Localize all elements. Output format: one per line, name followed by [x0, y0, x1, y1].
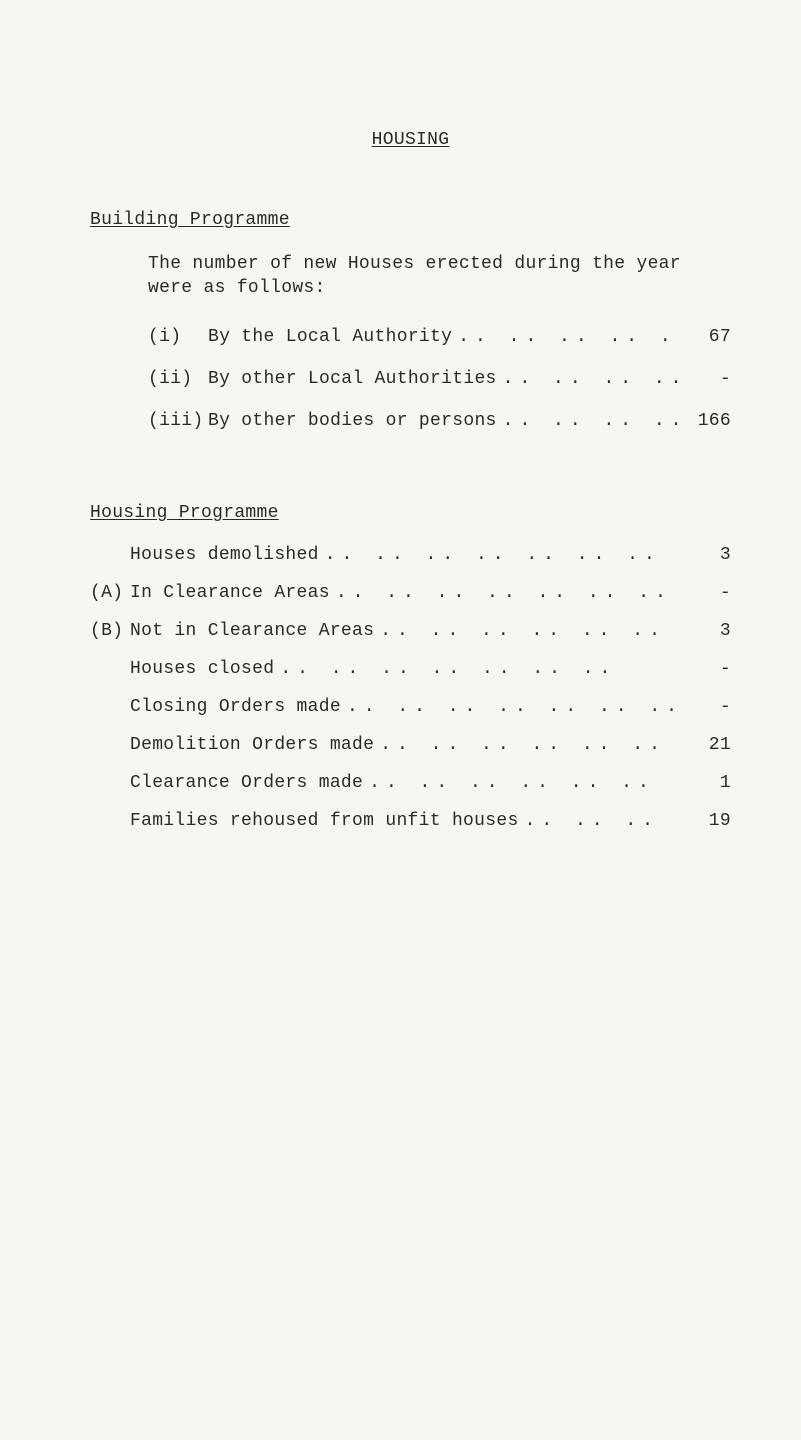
building-heading-wrap: Building Programme — [90, 210, 731, 230]
housing-row: Clearance Orders made .. .. .. .. .. .. … — [90, 773, 731, 793]
housing-row: Demolition Orders made .. .. .. .. .. ..… — [90, 735, 731, 755]
leader-dots: .. .. .. .. — [497, 369, 681, 389]
row-value: - — [681, 697, 731, 717]
leader-dots: .. .. .. .. — [497, 411, 681, 431]
leader-dots: .. .. .. .. .. .. .. — [341, 697, 681, 717]
building-item-row: (ii) By other Local Authorities .. .. ..… — [90, 369, 731, 389]
leader-dots: .. .. .. .. .. .. — [374, 735, 681, 755]
building-heading: Building Programme — [90, 210, 290, 230]
item-label: By other bodies or persons — [208, 411, 497, 431]
roman-numeral: (iii) — [148, 411, 208, 431]
housing-row: Families rehoused from unfit houses .. .… — [90, 811, 731, 831]
document-page: HOUSING Building Programme The number of… — [0, 0, 801, 831]
housing-heading-wrap: Housing Programme — [90, 503, 731, 523]
housing-row: Houses closed .. .. .. .. .. .. .. - — [90, 659, 731, 679]
leader-dots: .. .. .. — [519, 811, 681, 831]
row-label: Demolition Orders made — [130, 735, 374, 755]
housing-heading: Housing Programme — [90, 503, 279, 523]
row-label: Closing Orders made — [130, 697, 341, 717]
row-value: - — [681, 583, 731, 603]
row-label: Not in Clearance Areas — [130, 621, 374, 641]
leader-dots: .. .. .. .. .. .. .. — [319, 545, 681, 565]
spacer — [90, 453, 731, 503]
leader-dots: .. .. .. .. .. .. — [363, 773, 681, 793]
item-label: By the Local Authority — [208, 327, 452, 347]
leader-dots: .. .. .. .. .. .. — [374, 621, 681, 641]
row-label: Clearance Orders made — [130, 773, 363, 793]
item-value: - — [681, 369, 731, 389]
roman-numeral: (ii) — [148, 369, 208, 389]
leader-dots: .. .. .. .. .. — [452, 327, 681, 347]
leader-dots: .. .. .. .. .. .. .. — [330, 583, 681, 603]
building-intro: The number of new Houses erected during … — [90, 252, 731, 301]
row-value: 1 — [681, 773, 731, 793]
row-label: Families rehoused from unfit houses — [130, 811, 519, 831]
page-title-wrap: HOUSING — [90, 130, 731, 150]
item-value: 166 — [681, 411, 731, 431]
item-value: 67 — [681, 327, 731, 347]
housing-row: Closing Orders made .. .. .. .. .. .. ..… — [90, 697, 731, 717]
leader-dots: .. .. .. .. .. .. .. — [274, 659, 681, 679]
row-value: - — [681, 659, 731, 679]
row-letter: (A) — [90, 583, 130, 603]
row-value: 3 — [681, 545, 731, 565]
building-item-row: (i) By the Local Authority .. .. .. .. .… — [90, 327, 731, 347]
row-label: Houses demolished — [130, 545, 319, 565]
row-value: 19 — [681, 811, 731, 831]
row-value: 3 — [681, 621, 731, 641]
row-letter: (B) — [90, 621, 130, 641]
housing-row: Houses demolished .. .. .. .. .. .. .. 3 — [90, 545, 731, 565]
page-title: HOUSING — [372, 130, 450, 150]
item-label: By other Local Authorities — [208, 369, 497, 389]
row-label: In Clearance Areas — [130, 583, 330, 603]
housing-row: (A) In Clearance Areas .. .. .. .. .. ..… — [90, 583, 731, 603]
roman-numeral: (i) — [148, 327, 208, 347]
housing-row: (B) Not in Clearance Areas .. .. .. .. .… — [90, 621, 731, 641]
row-value: 21 — [681, 735, 731, 755]
row-label: Houses closed — [130, 659, 274, 679]
building-item-row: (iii) By other bodies or persons .. .. .… — [90, 411, 731, 431]
